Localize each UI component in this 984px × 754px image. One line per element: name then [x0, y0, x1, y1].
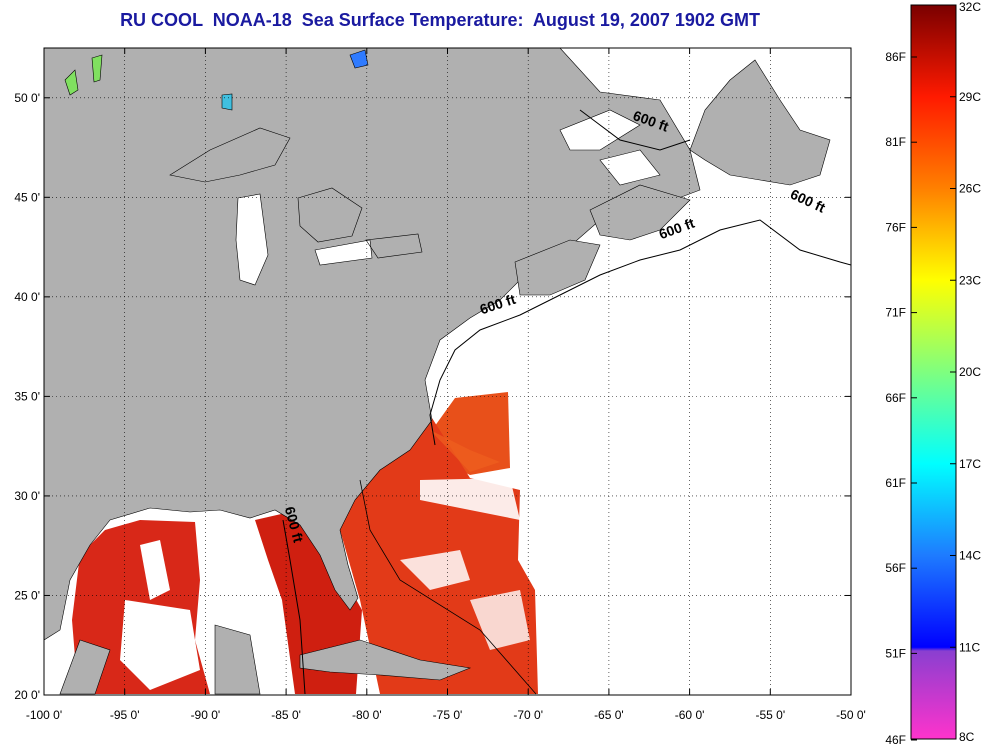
colorbar-fahrenheit-label: 66F [885, 391, 906, 405]
y-tick-label: 25 0' [14, 588, 40, 602]
colorbar-celsius-label: 29C [959, 90, 981, 104]
x-tick-label: -80 0' [352, 708, 382, 722]
y-tick-label: 35 0' [14, 389, 40, 403]
colorbar-celsius-label: 17C [959, 457, 981, 471]
x-tick-label: -60 0' [675, 708, 705, 722]
y-tick-label: 20 0' [14, 688, 40, 702]
colorbar-celsius-label: 14C [959, 549, 981, 563]
y-tick-label: 40 0' [14, 290, 40, 304]
x-tick-label: -100 0' [26, 708, 62, 722]
colorbar-celsius-label: 20C [959, 365, 981, 379]
map-title: RU COOL NOAA-18 Sea Surface Temperature:… [120, 10, 760, 30]
colorbar-celsius-label: 26C [959, 182, 981, 196]
y-tick-label: 45 0' [14, 190, 40, 204]
colorbar-fahrenheit-label: 61F [885, 476, 906, 490]
x-tick-label: -50 0' [836, 708, 866, 722]
colorbar-celsius-label: 11C [959, 640, 980, 654]
colorbar-fahrenheit-label: 46F [885, 733, 906, 747]
colorbar-celsius-label: 23C [959, 273, 981, 287]
x-tick-label: -95 0' [110, 708, 140, 722]
isobath-600ft [429, 219, 851, 446]
x-tick-label: -70 0' [513, 708, 543, 722]
colorbar-celsius-labels: 32C 29C 26C 23C 20C 17C 14C 11C 8C [950, 0, 981, 744]
colorbar-fahrenheit-label: 81F [885, 135, 906, 149]
x-tick-label: -90 0' [191, 708, 221, 722]
colorbar-celsius-label: 8C [959, 730, 975, 744]
colorbar: 32C 29C 26C 23C 20C 17C 14C 11C 8C 86F 81F 76F 71F 6… [885, 0, 981, 747]
colorbar-fahrenheit-label: 86F [885, 50, 906, 64]
y-tick-label: 30 0' [14, 489, 40, 503]
x-tick-label: -75 0' [433, 708, 463, 722]
grid-lines [44, 48, 851, 695]
colorbar-fahrenheit-label: 51F [885, 646, 906, 660]
colorbar-fahrenheit-label: 56F [885, 561, 906, 575]
x-tick-label: -85 0' [271, 708, 301, 722]
land-layer [44, 48, 831, 695]
y-axis: 20 0' 25 0' 30 0' 35 0' 40 0' 45 0' 50 0' [14, 91, 851, 702]
x-tick-label: -65 0' [594, 708, 624, 722]
colorbar-fahrenheit-label: 76F [885, 220, 906, 234]
colorbar-gradient [910, 4, 957, 740]
colorbar-fahrenheit-labels: 86F 81F 76F 71F 66F 61F 56F 51F 46F [885, 50, 917, 747]
x-tick-label: -55 0' [755, 708, 785, 722]
colorbar-fahrenheit-label: 71F [885, 306, 906, 320]
y-tick-label: 50 0' [14, 91, 40, 105]
colorbar-celsius-label: 32C [959, 0, 981, 14]
x-axis: -100 0' -95 0' -90 0' -85 0' -80 0' -75 0' -70… [26, 48, 866, 722]
